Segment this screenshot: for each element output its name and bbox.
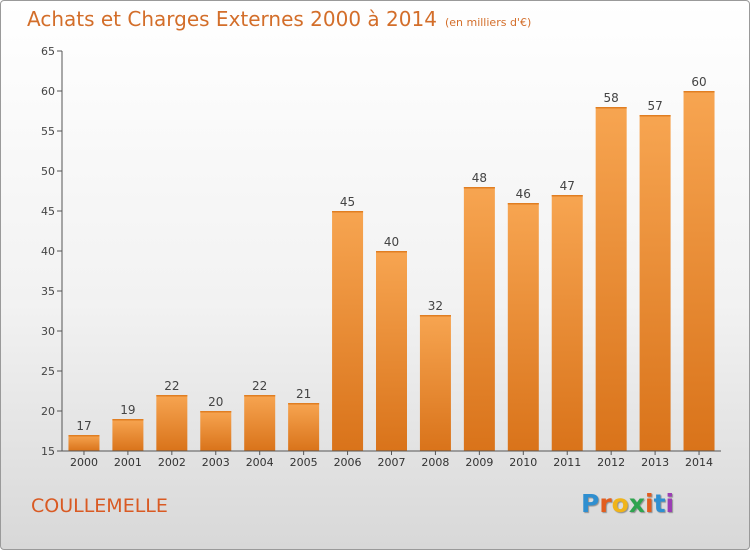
x-tick-label-2009: 2009 <box>465 456 493 469</box>
bar-top-edge <box>639 115 671 117</box>
x-axis: 2000 2001 2002 2003 2004 2005 2006 2007 2008 2009… <box>62 450 721 469</box>
bar-2005 <box>288 403 320 451</box>
chart-title-text: Achats et Charges Externes 2000 à 2014 <box>27 7 437 31</box>
logo-letter: o <box>611 489 629 518</box>
y-tick-label: 30 <box>41 325 55 338</box>
data-label-2007: 40 <box>384 235 399 249</box>
y-tick-label: 35 <box>41 285 55 298</box>
x-tick-label-2001: 2001 <box>114 456 142 469</box>
data-label-2005: 21 <box>296 387 311 401</box>
data-label-2003: 20 <box>208 395 223 409</box>
bar-2007 <box>376 251 407 451</box>
x-tick-label-2005: 2005 <box>290 456 318 469</box>
bar-top-edge <box>419 315 451 317</box>
y-tick-label: 60 <box>41 85 55 98</box>
x-tick-label-2013: 2013 <box>641 456 669 469</box>
y-tick-label: 65 <box>41 45 55 58</box>
y-tick-label: 25 <box>41 365 55 378</box>
y-tick-label: 50 <box>41 165 55 178</box>
bar-2001 <box>112 419 144 451</box>
location-name: COULLEMELLE <box>31 495 168 517</box>
bar-2011 <box>551 195 583 451</box>
bar-top-edge <box>288 403 320 405</box>
logo-letter: r <box>599 489 612 518</box>
data-label-2002: 22 <box>164 379 179 393</box>
x-tick-label-2003: 2003 <box>202 456 230 469</box>
chart-title: Achats et Charges Externes 2000 à 2014 (e… <box>27 7 531 31</box>
data-label-2008: 32 <box>428 299 443 313</box>
data-label-2012: 58 <box>604 91 619 105</box>
bar-2013 <box>639 115 671 451</box>
bar-top-edge <box>156 395 188 397</box>
chart-unit: (en milliers d'€) <box>444 16 532 29</box>
bar-2010 <box>507 203 539 451</box>
y-axis: 15 20 25 30 35 40 45 50 55 60 65 <box>41 45 63 458</box>
x-tick-label-2002: 2002 <box>158 456 186 469</box>
logo-letter: i <box>645 489 654 518</box>
data-label-2009: 48 <box>472 171 487 185</box>
y-tick-label: 15 <box>41 445 55 458</box>
bar-2003 <box>200 411 232 451</box>
bar-top-edge <box>463 187 495 189</box>
x-tick-label-2000: 2000 <box>70 456 98 469</box>
x-tick-label-2012: 2012 <box>597 456 625 469</box>
logo-letter: x <box>628 489 645 518</box>
bar-top-edge <box>376 251 407 253</box>
data-label-2004: 22 <box>252 379 267 393</box>
logo-letter: i <box>665 489 675 518</box>
x-tick-label-2011: 2011 <box>553 456 581 469</box>
bar-top-edge <box>595 107 627 109</box>
bar-top-edge <box>507 203 539 205</box>
bar-2006 <box>332 211 364 451</box>
bar-top-edge <box>683 91 715 93</box>
bar-top-edge <box>68 435 100 437</box>
data-label-2011: 47 <box>560 179 575 193</box>
proxiti-logo[interactable]: Proxiti <box>581 489 674 518</box>
y-tick-label: 55 <box>41 125 55 138</box>
data-label-2001: 19 <box>120 403 135 417</box>
data-label-2014: 60 <box>691 75 706 89</box>
x-tick-label-2008: 2008 <box>421 456 449 469</box>
data-label-2010: 46 <box>516 187 531 201</box>
y-tick-label: 40 <box>41 245 55 258</box>
bars: 17 19 22 20 22 21 45 40 32 48 46 47 58 57 60 <box>68 75 715 451</box>
x-tick-label-2014: 2014 <box>685 456 713 469</box>
bar-top-edge <box>244 395 276 397</box>
data-label-2000: 17 <box>76 419 91 433</box>
bar-2009 <box>463 187 495 451</box>
bar-2000 <box>68 435 100 451</box>
y-tick-label: 20 <box>41 405 55 418</box>
bar-top-edge <box>551 195 583 197</box>
bar-top-edge <box>332 211 364 213</box>
x-tick-label-2010: 2010 <box>509 456 537 469</box>
logo-letter: P <box>581 489 600 518</box>
data-label-2006: 45 <box>340 195 355 209</box>
y-tick-label: 45 <box>41 205 55 218</box>
bar-2002 <box>156 395 188 451</box>
data-label-2013: 57 <box>647 99 662 113</box>
bar-2004 <box>244 395 276 451</box>
x-tick-label-2006: 2006 <box>334 456 362 469</box>
bar-2014 <box>683 91 715 451</box>
bar-2008 <box>419 315 451 451</box>
x-tick-label-2004: 2004 <box>246 456 274 469</box>
bar-top-edge <box>112 419 144 421</box>
bar-2012 <box>595 107 627 451</box>
bar-top-edge <box>200 411 232 413</box>
x-tick-label-2007: 2007 <box>378 456 406 469</box>
logo-letter: t <box>653 489 666 518</box>
